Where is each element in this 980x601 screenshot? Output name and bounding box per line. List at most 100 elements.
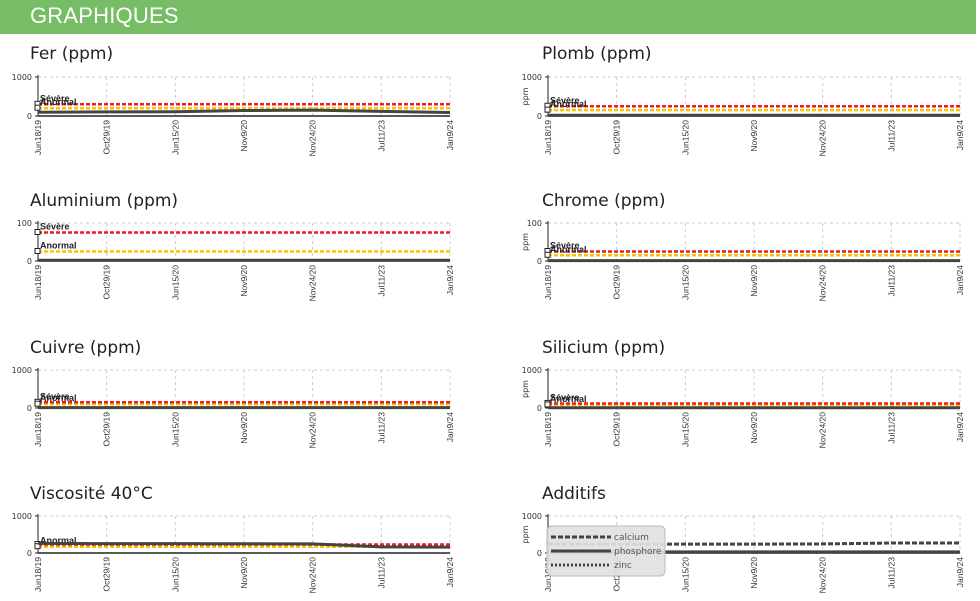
abnormal-marker — [34, 104, 41, 111]
severe-marker — [34, 229, 41, 235]
x-tick-label: Nov24/20 — [308, 120, 318, 157]
severe-label: Sévère — [40, 391, 70, 401]
x-tick-label: Jan9/24 — [955, 557, 965, 588]
x-tick-label: Jul11/23 — [886, 557, 896, 589]
abnormal-marker — [544, 106, 551, 113]
abnormal-label: Anormal — [550, 99, 587, 109]
x-tick-label: Jun18/19 — [33, 265, 43, 300]
chart-title-aluminium: Aluminium (ppm) — [30, 191, 179, 211]
x-tick-label: Nov9/20 — [749, 265, 759, 297]
series-line — [37, 541, 451, 549]
x-tick-label: Nov24/20 — [818, 120, 828, 157]
abnormal-marker — [34, 543, 41, 550]
x-tick-label: Nov24/20 — [308, 265, 318, 302]
x-tick-label: Oct29/19 — [102, 265, 112, 300]
legend-label: phosphore — [614, 547, 662, 557]
x-tick-label: Jun15/20 — [680, 120, 690, 155]
x-tick-label: Nov9/20 — [239, 557, 249, 589]
x-tick-label: Nov24/20 — [818, 412, 828, 449]
severe-label: Sévère — [550, 95, 580, 105]
abnormal-label: Anormal — [40, 97, 77, 107]
chart-title-silicium: Silicium (ppm) — [542, 338, 666, 358]
chart-title-additifs: Additifs — [542, 484, 606, 504]
x-tick-label: Jul11/23 — [376, 412, 386, 444]
abnormal-label: Anormal — [40, 393, 77, 403]
x-tick-label: Oct29/19 — [612, 265, 622, 300]
x-tick-label: Jun15/20 — [170, 120, 180, 155]
x-tick-label: Jan9/24 — [955, 120, 965, 151]
y-tick-label: 1000 — [522, 73, 542, 82]
y-tick-label: 0 — [27, 404, 32, 413]
x-tick-label: Nov24/20 — [818, 557, 828, 594]
legend-label: zinc — [614, 561, 632, 571]
abnormal-marker — [544, 401, 551, 408]
y-axis-label: ppm — [521, 87, 530, 105]
y-axis-label: ppm — [521, 380, 530, 398]
x-tick-label: Jun15/20 — [680, 265, 690, 300]
y-axis-label: ppm — [521, 233, 530, 251]
y-tick-label: 1000 — [12, 73, 32, 82]
chart-title-plomb: Plomb (ppm) — [542, 44, 652, 64]
y-axis-label: ppm — [521, 525, 530, 543]
x-tick-label: Jan9/24 — [955, 412, 965, 443]
x-tick-label: Nov9/20 — [749, 120, 759, 152]
y-tick-label: 1000 — [12, 512, 32, 521]
x-tick-label: Jul11/23 — [376, 557, 386, 589]
x-tick-label: Jun18/19 — [543, 265, 553, 300]
x-tick-label: Jun15/20 — [170, 412, 180, 447]
y-tick-label: 0 — [537, 112, 542, 121]
y-tick-label: 100 — [17, 219, 32, 228]
x-tick-label: Jan9/24 — [445, 412, 455, 443]
x-tick-label: Oct29/19 — [102, 412, 112, 447]
x-tick-label: Jan9/24 — [445, 265, 455, 296]
y-tick-label: 0 — [537, 404, 542, 413]
chart-title-chrome: Chrome (ppm) — [542, 191, 666, 211]
x-tick-label: Jun18/19 — [543, 120, 553, 155]
x-tick-label: Jun15/20 — [170, 557, 180, 592]
x-tick-label: Jun18/19 — [33, 557, 43, 592]
y-tick-label: 100 — [527, 219, 542, 228]
y-tick-label: 1000 — [522, 366, 542, 375]
x-tick-label: Jun15/20 — [680, 412, 690, 447]
x-tick-label: Oct29/19 — [612, 120, 622, 155]
x-tick-label: Nov24/20 — [308, 412, 318, 449]
abnormal-label: Anormal — [40, 536, 77, 546]
x-tick-label: Nov9/20 — [749, 557, 759, 589]
y-tick-label: 0 — [537, 549, 542, 558]
legend-label: calcium — [614, 533, 649, 543]
y-tick-label: 1000 — [12, 366, 32, 375]
y-tick-label: 0 — [27, 549, 32, 558]
y-tick-label: 1000 — [522, 512, 542, 521]
x-tick-label: Jan9/24 — [445, 120, 455, 151]
abnormal-label: Anormal — [40, 241, 77, 251]
x-tick-label: Jan9/24 — [445, 557, 455, 588]
x-tick-label: Nov9/20 — [749, 412, 759, 444]
y-tick-label: 0 — [537, 257, 542, 266]
section-title: GRAPHIQUES — [30, 3, 179, 28]
severe-label: Sévère — [40, 93, 70, 103]
chart-title-viscosite: Viscosité 40°C — [30, 484, 153, 504]
x-tick-label: Jul11/23 — [886, 265, 896, 297]
x-tick-label: Nov24/20 — [818, 265, 828, 302]
x-tick-label: Jun18/19 — [33, 120, 43, 155]
x-tick-label: Jun15/20 — [170, 265, 180, 300]
x-tick-label: Jun18/19 — [543, 412, 553, 447]
y-tick-label: 0 — [27, 112, 32, 121]
abnormal-marker — [34, 248, 41, 254]
chart-title-cuivre: Cuivre (ppm) — [30, 338, 142, 358]
x-tick-label: Jun18/19 — [33, 412, 43, 447]
x-tick-label: Jul11/23 — [376, 120, 386, 152]
abnormal-label: Anormal — [550, 244, 587, 254]
x-tick-label: Nov9/20 — [239, 265, 249, 297]
x-tick-label: Nov9/20 — [239, 120, 249, 152]
x-tick-label: Jul11/23 — [886, 120, 896, 152]
x-tick-label: Jul11/23 — [376, 265, 386, 297]
y-tick-label: 0 — [27, 257, 32, 266]
chart-title-fer: Fer (ppm) — [30, 44, 114, 64]
severe-label: Sévère — [550, 392, 580, 402]
x-tick-label: Oct29/19 — [102, 120, 112, 155]
x-tick-label: Oct29/19 — [612, 412, 622, 447]
x-tick-label: Oct29/19 — [102, 557, 112, 592]
x-tick-label: Nov24/20 — [308, 557, 318, 594]
